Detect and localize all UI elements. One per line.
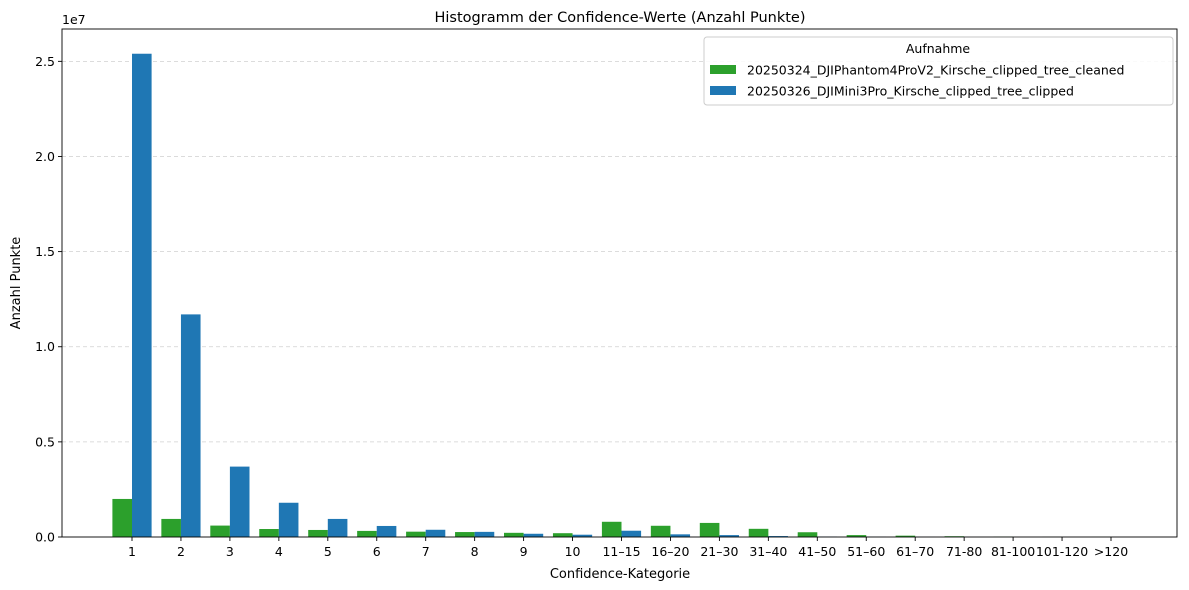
legend-box — [703, 36, 1174, 106]
x-tick-label: 16–20 — [651, 544, 689, 559]
bar-mini3pro — [572, 534, 593, 537]
bar-phantom — [846, 535, 867, 537]
bar-phantom — [112, 498, 132, 537]
bar-phantom — [210, 525, 230, 537]
legend-label-phantom: 20250324_DJIPhantom4ProV2_Kirsche_clippe… — [747, 63, 1124, 78]
x-tick-label: 31–40 — [749, 544, 787, 559]
bar-phantom — [259, 529, 279, 537]
x-tick-label: 5 — [324, 544, 332, 559]
y-axis-multiplier: 1e7 — [62, 12, 86, 27]
x-tick-label: 41–50 — [798, 544, 836, 559]
bar-mini3pro — [229, 466, 250, 537]
bar-mini3pro — [719, 535, 739, 537]
bars-group — [112, 53, 1131, 538]
x-axis-label: Confidence-Kategorie — [550, 567, 690, 582]
bar-phantom — [895, 535, 916, 537]
bar-phantom — [455, 532, 475, 537]
y-axis-ticks: 0.0 0.5 1.0 1.5 2.0 2.5 — [35, 54, 62, 545]
bar-phantom — [406, 531, 426, 537]
x-tick-label: 51–60 — [847, 544, 885, 559]
bar-phantom — [308, 529, 328, 537]
x-tick-label: 2 — [177, 544, 185, 559]
legend-swatch-mini3pro — [710, 86, 736, 95]
bar-phantom — [699, 522, 720, 537]
x-tick-label: 61–70 — [896, 544, 934, 559]
bar-phantom — [504, 532, 524, 537]
y-tick-label: 1.0 — [35, 339, 55, 354]
y-gridlines — [62, 60, 1177, 443]
x-tick-label: 6 — [373, 544, 381, 559]
bar-mini3pro — [425, 529, 446, 537]
legend-title: Aufnahme — [906, 41, 971, 56]
bar-phantom — [161, 518, 181, 537]
x-tick-label: 7 — [422, 544, 430, 559]
y-tick-label: 0.5 — [35, 434, 55, 449]
bar-mini3pro — [376, 525, 397, 537]
bar-mini3pro — [180, 314, 201, 537]
bar-mini3pro — [523, 533, 544, 537]
x-tick-label: 10 — [565, 544, 581, 559]
x-tick-label: 81-100 — [991, 544, 1035, 559]
plot-frame — [61, 28, 1178, 538]
x-tick-label: 3 — [226, 544, 234, 559]
bar-phantom — [748, 528, 769, 537]
bar-phantom — [650, 525, 671, 537]
bar-mini3pro — [768, 536, 788, 537]
x-tick-label: 8 — [471, 544, 479, 559]
y-tick-label: 2.0 — [35, 149, 55, 164]
x-tick-label: 21–30 — [700, 544, 738, 559]
bar-phantom — [552, 533, 573, 537]
x-tick-label: >120 — [1094, 544, 1128, 559]
bar-mini3pro — [670, 534, 691, 537]
x-axis-ticks: 1 2 3 4 5 6 7 8 9 10 11–15 16–20 21–30 31–40 41–50 51–6… — [128, 537, 1128, 559]
legend-label-mini3pro: 20250326_DJIMini3Pro_Kirsche_clipped_tre… — [747, 84, 1074, 99]
bar-mini3pro — [621, 530, 642, 537]
bar-mini3pro — [278, 502, 299, 537]
bar-phantom — [797, 532, 818, 537]
x-tick-label: 9 — [520, 544, 528, 559]
x-tick-label: 4 — [275, 544, 283, 559]
x-tick-label: 11–15 — [602, 544, 640, 559]
y-tick-label: 0.0 — [35, 530, 55, 545]
bar-phantom — [357, 530, 377, 537]
bar-phantom — [601, 521, 622, 537]
y-tick-label: 2.5 — [35, 54, 55, 69]
x-tick-label: 71-80 — [946, 544, 982, 559]
legend-swatch-phantom — [710, 65, 736, 74]
x-tick-label: 1 — [128, 544, 136, 559]
bar-mini3pro — [474, 531, 495, 537]
y-axis-label: Anzahl Punkte — [9, 237, 24, 330]
bar-mini3pro — [327, 518, 348, 537]
y-tick-label: 1.5 — [35, 244, 55, 259]
bar-mini3pro — [132, 53, 152, 538]
legend: Aufnahme 20250324_DJIPhantom4ProV2_Kirsc… — [703, 36, 1174, 106]
chart-title: Histogramm der Confidence-Werte (Anzahl … — [434, 10, 805, 26]
x-tick-label: 101-120 — [1036, 544, 1088, 559]
